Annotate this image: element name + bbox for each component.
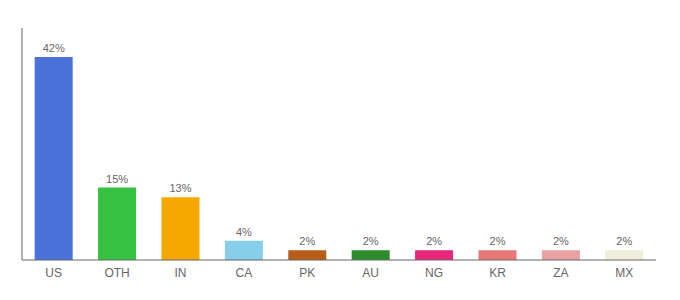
svg-text:AU: AU <box>362 266 379 280</box>
svg-text:ZA: ZA <box>553 266 568 280</box>
svg-text:15%: 15% <box>106 173 128 185</box>
svg-text:2%: 2% <box>426 235 442 247</box>
svg-text:PK: PK <box>299 266 315 280</box>
svg-text:13%: 13% <box>169 182 191 194</box>
svg-text:IN: IN <box>175 266 187 280</box>
svg-text:2%: 2% <box>299 235 315 247</box>
svg-text:OTH: OTH <box>104 266 129 280</box>
svg-text:NG: NG <box>425 266 443 280</box>
svg-text:MX: MX <box>615 266 633 280</box>
svg-text:KR: KR <box>489 266 506 280</box>
svg-text:US: US <box>45 266 62 280</box>
svg-text:2%: 2% <box>490 235 506 247</box>
svg-text:2%: 2% <box>553 235 569 247</box>
svg-text:4%: 4% <box>236 226 252 238</box>
svg-text:CA: CA <box>236 266 253 280</box>
svg-text:2%: 2% <box>363 235 379 247</box>
svg-text:42%: 42% <box>43 42 65 54</box>
svg-text:2%: 2% <box>616 235 632 247</box>
